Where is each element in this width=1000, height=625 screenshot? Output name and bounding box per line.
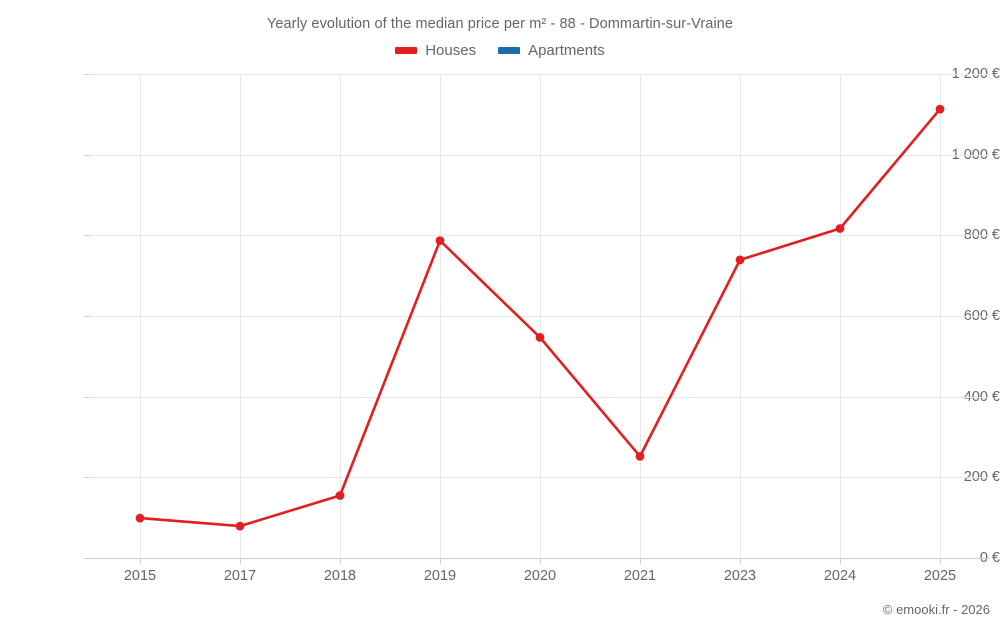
- chart-legend: Houses Apartments: [0, 42, 1000, 59]
- data-point-marker[interactable]: [735, 255, 745, 265]
- y-axis-tick-mark: [84, 316, 90, 317]
- gridline-vertical: [740, 74, 741, 558]
- legend-label-apartments: Apartments: [528, 42, 605, 59]
- x-axis-tick-mark: [340, 558, 341, 564]
- x-axis-tick-label: 2017: [223, 568, 257, 584]
- gridline-vertical: [240, 74, 241, 558]
- x-axis-tick-mark: [440, 558, 441, 564]
- x-axis-tick-label: 2020: [523, 568, 557, 584]
- legend-swatch-houses: [395, 47, 418, 54]
- legend-label-houses: Houses: [425, 42, 477, 59]
- x-axis-tick-mark: [140, 558, 141, 564]
- y-axis-tick-mark: [84, 396, 90, 398]
- data-point-marker[interactable]: [835, 224, 845, 233]
- y-axis-tick-mark: [84, 74, 90, 75]
- gridline-vertical: [440, 74, 441, 558]
- x-axis-tick-label: 2024: [823, 568, 857, 584]
- x-axis-tick-mark: [740, 558, 741, 564]
- y-axis-tick-mark: [84, 477, 90, 479]
- y-axis-tick-mark: [84, 235, 90, 237]
- data-point-marker[interactable]: [435, 236, 445, 246]
- data-point-marker[interactable]: [135, 513, 145, 523]
- x-axis-tick-label: 2015: [123, 568, 157, 584]
- series-line-houses: [138, 107, 942, 528]
- x-axis-tick-label: 2019: [423, 568, 457, 584]
- footer-credit: © emooki.fr - 2026: [882, 602, 990, 617]
- x-axis-tick-label: 2023: [723, 568, 757, 584]
- x-axis-tick-label: 2025: [923, 568, 957, 584]
- data-point-marker[interactable]: [335, 491, 345, 500]
- legend-item-apartments[interactable]: Apartments: [498, 42, 605, 59]
- x-axis-tick-mark: [640, 558, 641, 564]
- gridline-vertical: [140, 74, 141, 558]
- gridline-vertical: [940, 74, 941, 558]
- gridline-vertical: [840, 74, 841, 558]
- x-axis-tick-mark: [240, 558, 241, 564]
- gridline-vertical: [640, 74, 641, 558]
- x-axis-tick-mark: [840, 558, 841, 564]
- data-point-marker[interactable]: [935, 104, 945, 114]
- data-point-marker[interactable]: [235, 521, 245, 531]
- gridline-vertical: [540, 74, 541, 558]
- plot-area: [90, 74, 990, 558]
- x-axis-line: [90, 558, 990, 559]
- y-axis-tick-mark: [84, 154, 90, 156]
- data-point-marker[interactable]: [635, 452, 645, 461]
- x-axis-tick-mark: [940, 558, 941, 564]
- legend-item-houses[interactable]: Houses: [395, 42, 476, 59]
- y-axis-tick-mark: [84, 558, 90, 559]
- legend-swatch-apartments: [498, 47, 521, 54]
- x-axis-tick-label: 2018: [323, 568, 357, 584]
- x-axis-tick-mark: [540, 558, 541, 564]
- gridline-vertical: [340, 74, 341, 558]
- chart-title: Yearly evolution of the median price per…: [266, 16, 734, 32]
- data-point-marker[interactable]: [535, 333, 545, 342]
- x-axis-tick-label: 2021: [623, 568, 657, 584]
